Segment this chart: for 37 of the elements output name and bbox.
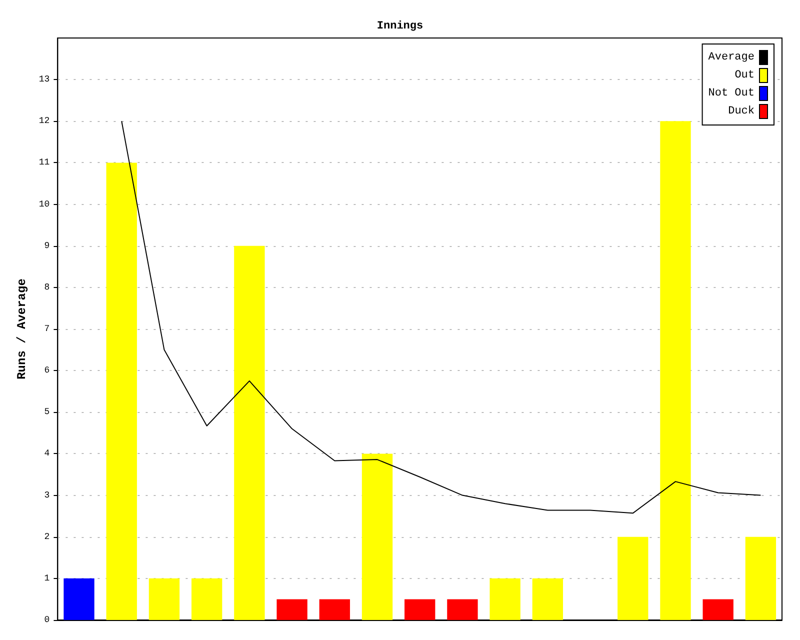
bar <box>319 599 350 620</box>
y-tick-label: 2 <box>44 532 50 542</box>
bar <box>618 536 648 620</box>
bar <box>191 578 222 620</box>
bar <box>490 578 520 620</box>
bar <box>532 578 564 620</box>
y-tick-label: 6 <box>44 366 50 376</box>
bar <box>447 599 478 620</box>
y-axis-title: Runs / Average <box>15 278 29 380</box>
bar <box>234 246 265 620</box>
line-series <box>121 120 762 514</box>
y-tick-label: 12 <box>38 116 50 126</box>
legend-label: Out <box>734 70 754 82</box>
bar <box>745 536 776 620</box>
y-tick-label: 1 <box>44 573 50 584</box>
y-tick-label: 3 <box>44 490 50 500</box>
bar <box>64 578 94 620</box>
bar <box>106 162 137 620</box>
legend-label: Duck <box>728 106 755 118</box>
y-tick-label: 8 <box>44 282 50 292</box>
bar <box>362 454 393 620</box>
y-tick-label: 9 <box>44 240 50 251</box>
y-tick-label: 4 <box>44 448 50 459</box>
y-tick-label: 5 <box>44 407 50 418</box>
y-tick-label: 7 <box>44 324 50 334</box>
legend-label: Average <box>708 52 754 64</box>
bar <box>404 599 436 620</box>
bar <box>276 599 308 620</box>
bar <box>702 599 734 620</box>
y-tick-label: 0 <box>44 615 50 625</box>
y-tick-label: 10 <box>38 199 50 210</box>
chart-title: Innings <box>376 20 424 32</box>
bar <box>148 578 180 620</box>
bar <box>660 121 691 620</box>
y-tick-label: 11 <box>38 158 50 168</box>
y-tick-label: 13 <box>38 74 50 85</box>
legend-label: Not Out <box>708 88 754 100</box>
